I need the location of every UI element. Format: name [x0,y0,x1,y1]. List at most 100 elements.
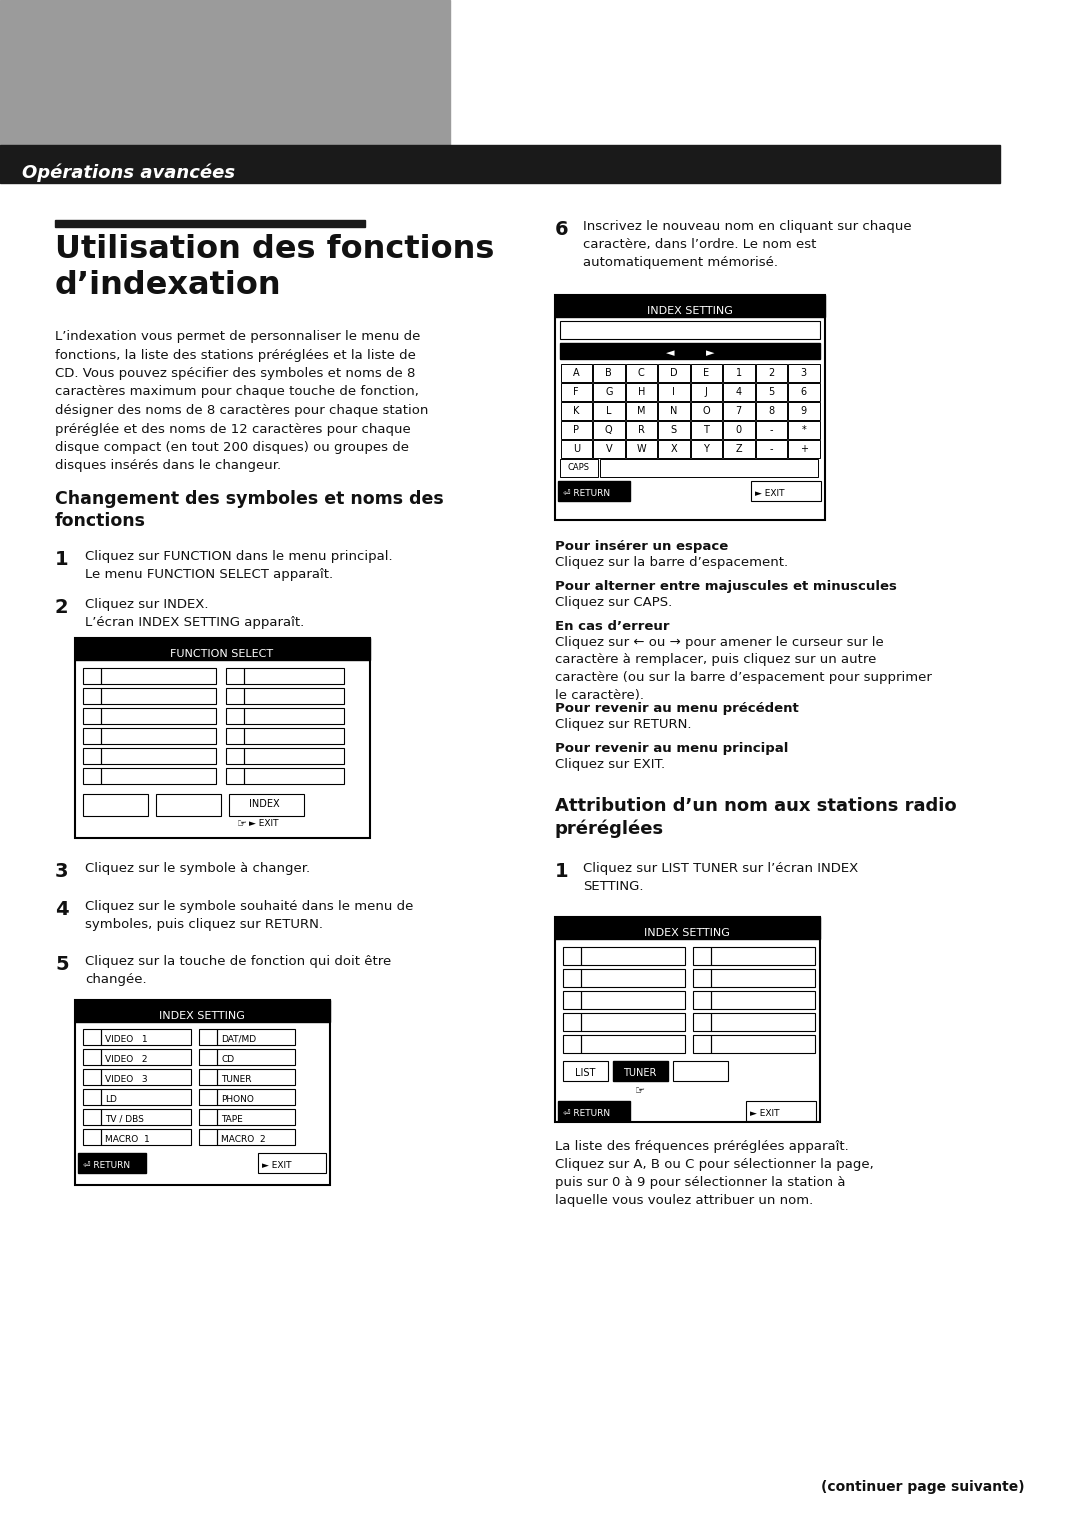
Text: TV / DBS: TV / DBS [105,1114,144,1123]
Bar [199,1109,217,1125]
Bar [555,295,825,520]
Text: DAT/MD: DAT/MD [221,1034,256,1044]
Bar [102,727,216,744]
Bar [83,668,102,685]
Bar [600,458,818,477]
Text: Cliquez sur LIST TUNER sur l’écran INDEX
SETTING.: Cliquez sur LIST TUNER sur l’écran INDEX… [583,862,859,892]
Text: 0: 0 [735,425,742,435]
Bar [102,769,216,784]
Text: *: * [801,425,806,435]
Text: VIDEO   1: VIDEO 1 [105,1034,148,1044]
Bar [581,969,685,987]
Bar [102,749,216,764]
Bar [756,402,787,420]
Bar [756,440,787,457]
Bar [102,688,216,704]
Text: ► EXIT: ► EXIT [249,819,279,828]
Bar [711,1034,815,1053]
Text: INDEX SETTING: INDEX SETTING [644,927,730,938]
Bar [593,402,624,420]
Text: CD: CD [221,1054,234,1063]
Text: ☞: ☞ [635,1086,645,1096]
Bar [226,688,244,704]
Bar [563,992,581,1008]
Bar [0,0,450,145]
Bar [229,795,303,816]
Text: ►: ► [705,348,714,358]
Text: 4: 4 [55,900,69,918]
Bar [226,727,244,744]
Text: U: U [572,445,580,454]
Bar [217,1050,295,1065]
Bar [693,992,711,1008]
Bar [156,795,221,816]
Text: LIST: LIST [575,1068,595,1077]
Text: 1: 1 [555,862,569,882]
Text: V: V [606,445,612,454]
Bar [75,639,370,660]
Bar [746,1102,816,1122]
Bar [75,639,370,837]
Bar [244,688,345,704]
Bar [581,947,685,966]
Text: A: A [572,368,580,377]
Text: Inscrivez le nouveau nom en cliquant sur chaque
caractère, dans l’ordre. Le nom : Inscrivez le nouveau nom en cliquant sur… [583,220,912,269]
Bar [723,402,755,420]
Text: L: L [606,406,611,416]
Text: 3: 3 [55,862,68,882]
Bar [593,382,624,400]
Bar [199,1089,217,1105]
Bar [83,1089,102,1105]
Bar [561,440,592,457]
Text: ⏎ RETURN: ⏎ RETURN [83,1160,130,1169]
Text: K: K [573,406,580,416]
Text: PHONO: PHONO [221,1094,254,1103]
Text: P: P [573,425,579,435]
Text: ► EXIT: ► EXIT [750,1108,780,1117]
Bar [613,1060,669,1080]
Text: TUNER: TUNER [221,1074,252,1083]
Text: Pour revenir au menu précédent: Pour revenir au menu précédent [555,701,799,715]
Bar [199,1070,217,1085]
Bar [690,402,723,420]
Bar [102,668,216,685]
Bar [244,769,345,784]
Text: Cliquez sur ← ou → pour amener le curseur sur le
caractère à remplacer, puis cli: Cliquez sur ← ou → pour amener le curseu… [555,636,932,701]
Text: L’indexation vous permet de personnaliser le menu de
fonctions, la liste des sta: L’indexation vous permet de personnalise… [55,330,429,472]
Text: Utilisation des fonctions: Utilisation des fonctions [55,234,495,264]
Text: 2: 2 [768,368,774,377]
Text: M: M [637,406,646,416]
Bar [723,382,755,400]
Text: INDEX SETTING: INDEX SETTING [159,1012,245,1021]
Bar [102,1129,191,1144]
Bar [217,1129,295,1144]
Bar [75,999,330,1022]
Text: Pour insérer un espace: Pour insérer un espace [555,539,728,553]
Text: 6: 6 [555,220,569,238]
Text: Changement des symboles et noms des
fonctions: Changement des symboles et noms des fonc… [55,490,444,530]
Bar [690,364,723,382]
Bar [199,1129,217,1144]
Bar [83,1109,102,1125]
Text: 5: 5 [768,387,774,397]
Text: Opérations avancées: Opérations avancées [22,163,235,182]
Bar [258,1154,326,1174]
Text: INDEX SETTING: INDEX SETTING [647,306,733,316]
Text: J: J [705,387,707,397]
Bar [658,382,689,400]
Bar [561,321,820,339]
Text: 9: 9 [800,406,807,416]
Text: CAPS: CAPS [568,463,590,472]
Bar [83,1050,102,1065]
Bar [723,364,755,382]
Text: ⏎ RETURN: ⏎ RETURN [563,1108,610,1117]
Text: 7: 7 [735,406,742,416]
Bar [788,402,820,420]
Bar [83,727,102,744]
Bar [625,440,657,457]
Bar [244,668,345,685]
Text: -: - [769,445,773,454]
Bar [83,769,102,784]
Bar [102,1109,191,1125]
Bar [658,420,689,439]
